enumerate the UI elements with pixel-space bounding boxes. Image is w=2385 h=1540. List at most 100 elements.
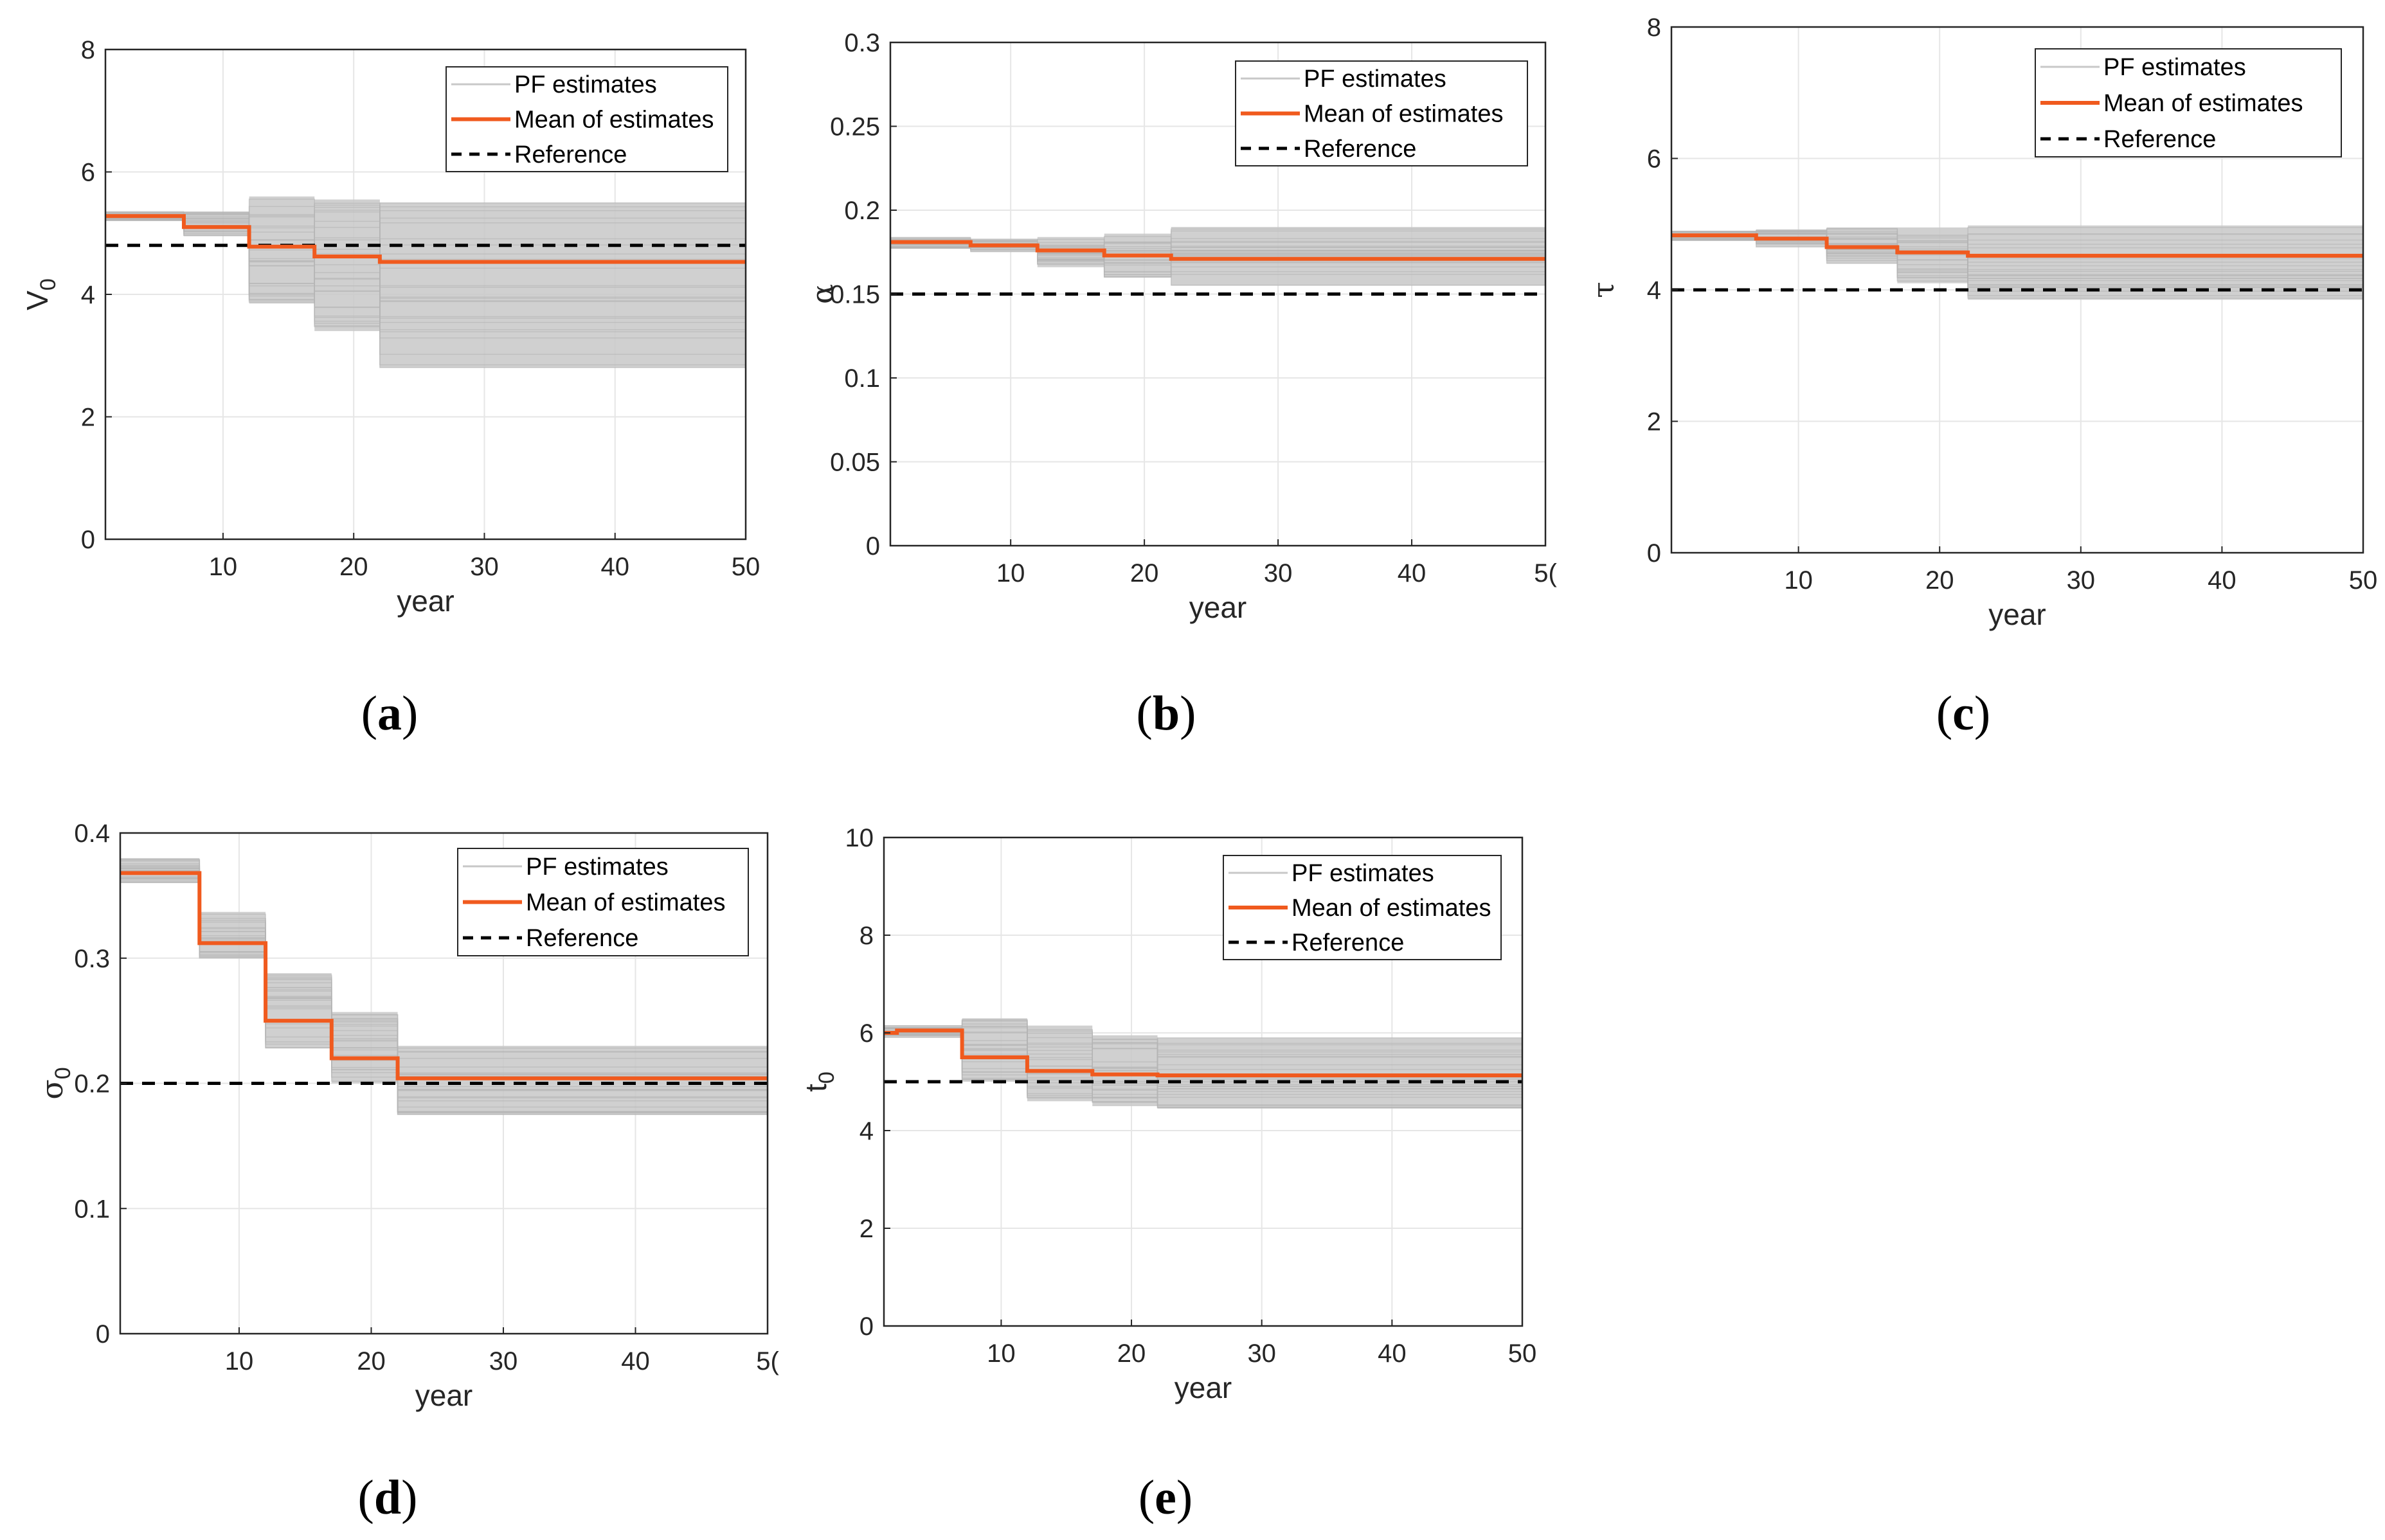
y-tick-label: 2 xyxy=(1647,408,1661,436)
legend-entry-label: Mean of estimates xyxy=(514,107,714,134)
y-tick-label: 0.05 xyxy=(830,449,880,477)
x-tick-label: 40 xyxy=(2208,566,2236,595)
legend: PF estimates Mean of estimates Reference xyxy=(2035,48,2342,157)
x-tick-label: 20 xyxy=(357,1347,386,1375)
legend: PF estimates Mean of estimates Reference xyxy=(457,848,749,956)
y-tick-label: 0 xyxy=(1647,539,1661,568)
y-tick-label: 0.4 xyxy=(74,819,110,848)
x-tick-label: 5( xyxy=(756,1347,779,1375)
y-axis-label: V0 xyxy=(21,278,60,310)
legend-entry-label: Mean of estimates xyxy=(1292,895,1491,922)
x-tick-label: 30 xyxy=(2067,566,2096,595)
panel-caption: (a) xyxy=(361,686,419,740)
y-tick-label: 0.2 xyxy=(844,197,880,225)
pf-estimates-band xyxy=(120,857,768,1115)
y-tick-label: 8 xyxy=(1647,13,1661,42)
legend: PF estimates Mean of estimates Reference xyxy=(446,66,728,172)
y-tick-label: 0.15 xyxy=(830,281,880,309)
x-tick-label: 50 xyxy=(2349,566,2378,595)
y-axis-label: t0 xyxy=(799,1071,839,1092)
x-tick-label: 20 xyxy=(1130,559,1159,587)
x-tick-label: 20 xyxy=(1117,1339,1146,1368)
chart-panel-e: 10 20 30 40 50 0 2 4 6 8 10 year t0 PF estimates Mean … xyxy=(799,824,1536,1525)
legend-entry-label: Reference xyxy=(514,141,627,168)
y-tick-label: 0.1 xyxy=(844,364,880,393)
x-tick-label: 30 xyxy=(470,553,499,581)
y-tick-label: 2 xyxy=(860,1215,874,1243)
y-tick-label: 4 xyxy=(1647,276,1661,305)
x-axis-label: year xyxy=(1189,591,1246,624)
x-tick-label: 40 xyxy=(621,1347,650,1375)
mean-estimates-line xyxy=(890,240,1545,261)
y-tick-label: 4 xyxy=(860,1117,874,1145)
mean-estimates-line xyxy=(1671,233,2363,258)
pf-estimates-series xyxy=(884,1018,1522,1109)
y-tick-label: 0 xyxy=(81,526,95,554)
legend-entry-label: Mean of estimates xyxy=(2103,90,2303,117)
y-axis-label-subscript: 0 xyxy=(51,1067,75,1079)
y-axis-label: τ xyxy=(1586,282,1621,298)
x-tick-label: 40 xyxy=(1398,559,1426,587)
y-tick-label: 10 xyxy=(845,824,874,852)
y-tick-label: 8 xyxy=(81,36,95,64)
panel-caption: (b) xyxy=(1137,686,1196,740)
x-tick-label: 30 xyxy=(489,1347,518,1375)
legend-entry-label: Reference xyxy=(1304,136,1416,163)
y-axis-label-subscript: 0 xyxy=(36,278,60,291)
y-tick-label: 0.25 xyxy=(830,113,880,141)
x-tick-label: 10 xyxy=(225,1347,254,1375)
y-tick-label: 4 xyxy=(81,281,95,309)
y-tick-label: 6 xyxy=(1647,145,1661,174)
x-tick-label: 30 xyxy=(1247,1339,1276,1368)
chart-panel-c: 10 20 30 40 50 0 2 4 6 8 year τ PF estimates Mean of … xyxy=(1586,13,2377,740)
y-tick-label: 0 xyxy=(860,1312,874,1341)
x-tick-label: 20 xyxy=(339,553,368,581)
legend: PF estimates Mean of estimates Reference xyxy=(1223,855,1502,960)
legend-entry-label: PF estimates xyxy=(2103,54,2246,81)
axes-frame xyxy=(883,836,1524,1327)
mean-estimates-line xyxy=(105,214,746,264)
legend-entry-label: Reference xyxy=(2103,126,2216,153)
chart-panel-a: 10 20 30 40 50 0 2 4 6 8 year V0 PF estimates Mean of… xyxy=(21,36,760,740)
x-tick-label: 40 xyxy=(1378,1339,1407,1368)
legend-entry-label: Mean of estimates xyxy=(1304,101,1503,128)
legend-entry-label: PF estimates xyxy=(514,71,657,98)
x-axis-label: year xyxy=(415,1379,473,1412)
x-tick-label: 10 xyxy=(987,1339,1016,1368)
x-tick-label: 30 xyxy=(1264,559,1293,587)
y-tick-label: 6 xyxy=(81,159,95,187)
x-axis-label: year xyxy=(1988,598,2046,631)
x-tick-label: 50 xyxy=(1508,1339,1537,1368)
panel-caption: (c) xyxy=(1936,686,1990,740)
y-tick-label: 0.3 xyxy=(844,29,880,57)
legend-entry-label: PF estimates xyxy=(526,854,669,881)
legend-entry-label: Mean of estimates xyxy=(526,890,725,917)
y-tick-label: 0.1 xyxy=(74,1195,110,1223)
mean-estimates-line xyxy=(120,871,768,1080)
x-tick-label: 20 xyxy=(1925,566,1954,595)
legend-entry-label: Reference xyxy=(526,925,638,952)
y-tick-label: 2 xyxy=(81,404,95,432)
x-tick-label: 10 xyxy=(209,553,238,581)
y-tick-label: 0.2 xyxy=(74,1070,110,1098)
chart-panel-d: 10 20 30 40 5( 0 0.1 0.2 0.3 0.4 year σ0 PF estimate… xyxy=(35,819,779,1525)
y-axis-label: α xyxy=(805,284,840,304)
y-tick-label: 6 xyxy=(860,1019,874,1048)
x-axis-label: year xyxy=(397,584,454,618)
x-tick-label: 10 xyxy=(1784,566,1813,595)
panel-caption: (e) xyxy=(1138,1471,1192,1525)
y-tick-label: 8 xyxy=(860,922,874,950)
legend: PF estimates Mean of estimates Reference xyxy=(1235,60,1528,166)
legend-entry-label: PF estimates xyxy=(1292,860,1434,887)
y-axis-label: σ0 xyxy=(35,1067,75,1099)
mean-estimates-line xyxy=(884,1028,1522,1078)
chart-panel-b: 10 20 30 40 5(0 0.05 0.1 0.15 0.2 0.25 0.3 year α PF … xyxy=(805,29,1557,740)
x-tick-label: 10 xyxy=(996,559,1025,587)
x-axis-label: year xyxy=(1174,1371,1232,1404)
y-tick-label: 0.3 xyxy=(74,945,110,973)
x-tick-label: 5( xyxy=(1534,559,1557,587)
y-tick-label: 0 xyxy=(96,1320,110,1348)
legend-entry-label: PF estimates xyxy=(1304,66,1446,93)
panel-caption: (d) xyxy=(358,1471,418,1525)
